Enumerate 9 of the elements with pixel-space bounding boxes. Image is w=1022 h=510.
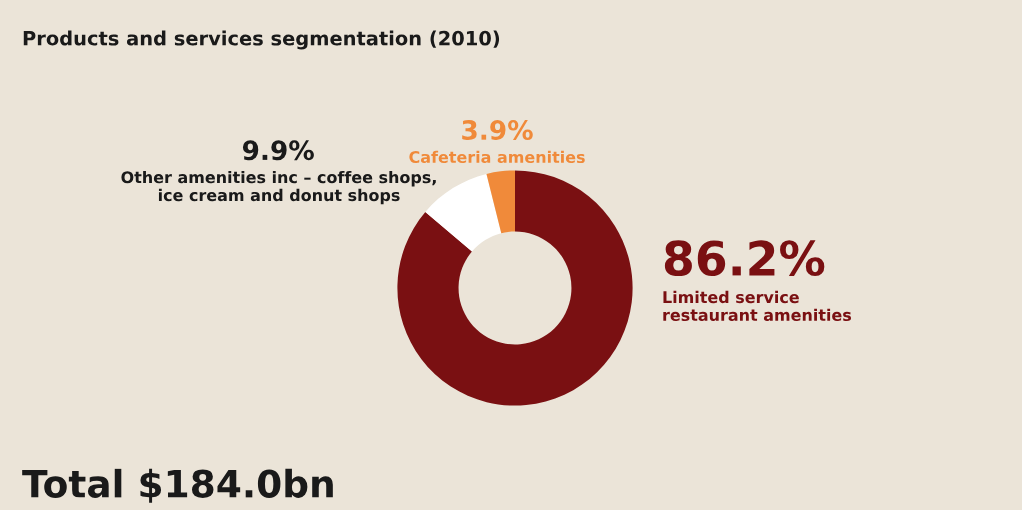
data-label: 3.9% (462, 120, 533, 141)
donut-slice (486, 170, 515, 234)
chart-title: Products and services segmentation (2010) (23, 30, 500, 50)
slice-label: Limited service restaurant amenities (663, 290, 852, 322)
data-label: 86.2% (664, 240, 825, 277)
text: Total $184.0bn (22, 468, 333, 503)
slice-label: Other amenities inc – coffee shops, ice cream and donut shops (121, 170, 436, 205)
slice-label: Cafeteria amenities (409, 150, 585, 164)
data-label: 9.9% (242, 140, 314, 161)
